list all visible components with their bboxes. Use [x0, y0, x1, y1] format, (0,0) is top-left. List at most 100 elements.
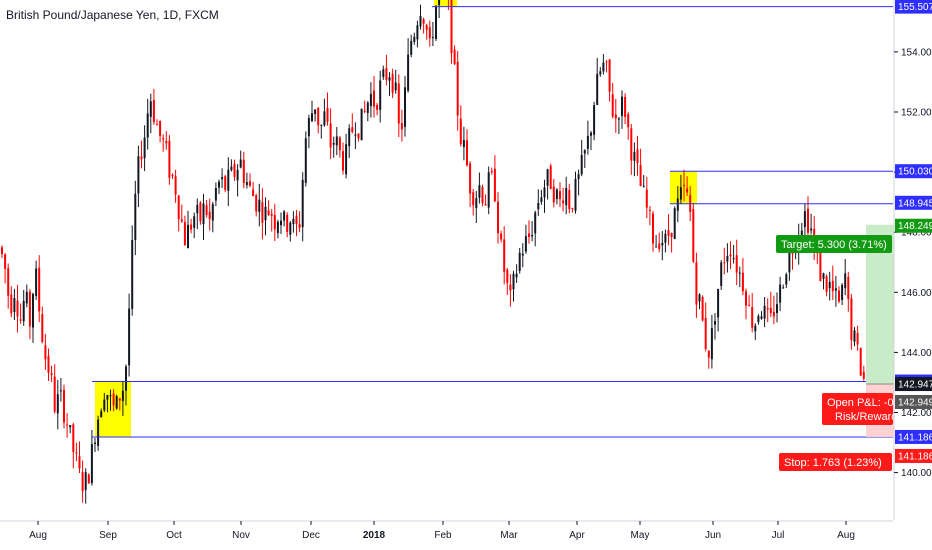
candle-body	[652, 213, 654, 244]
candle-body	[363, 110, 366, 112]
candle-body	[221, 177, 224, 180]
price-tag	[895, 0, 932, 14]
stop-label: Stop: 1.763 (1.23%)	[784, 457, 882, 469]
candle-body	[490, 171, 493, 173]
candle-body	[831, 280, 834, 292]
candle-body	[686, 188, 689, 193]
candle-body	[512, 273, 515, 290]
candle-body	[720, 262, 723, 286]
candle-body	[630, 128, 633, 161]
price-tag-label: 155.507	[898, 2, 932, 13]
price-tag	[895, 448, 932, 463]
candle-body	[388, 77, 391, 81]
candle-body	[540, 197, 543, 202]
candle-body	[562, 200, 565, 204]
candle-body	[407, 54, 410, 91]
candle-body	[369, 93, 372, 107]
candle-body	[714, 321, 716, 325]
candle-body	[552, 186, 555, 203]
candle-body	[838, 290, 840, 302]
candle-body	[617, 118, 620, 120]
candle-body	[698, 294, 701, 302]
candle-body	[503, 239, 506, 272]
candle-body	[131, 240, 134, 309]
price-tick-label: 146.000	[901, 288, 932, 299]
candle-body	[537, 202, 540, 210]
candle-body	[543, 187, 546, 198]
candle-body	[4, 254, 7, 269]
candle-body	[41, 314, 44, 342]
candle-body	[28, 291, 31, 327]
candle-body	[679, 187, 682, 200]
price-tag	[895, 218, 932, 233]
price-tick-label: 148.000	[901, 228, 932, 239]
target-label-box[interactable]	[776, 235, 892, 253]
candle-body	[723, 262, 726, 264]
candle-body	[571, 208, 574, 210]
candle-body	[53, 376, 56, 412]
candle-body	[227, 169, 230, 191]
candle-body	[177, 195, 180, 220]
candle-body	[633, 151, 636, 161]
candle-body	[466, 140, 468, 166]
time-tick-label: Nov	[232, 530, 250, 541]
candle-body	[807, 208, 809, 233]
candle-body	[208, 211, 211, 219]
candle-body	[317, 107, 320, 126]
candle-body	[735, 255, 738, 273]
candle-body	[791, 253, 794, 255]
stop-label-box[interactable]	[779, 453, 892, 471]
candle-body	[583, 150, 586, 154]
candle-body	[72, 424, 75, 453]
candle-body	[590, 132, 592, 136]
candle-body	[239, 159, 242, 168]
candle-body	[580, 154, 583, 175]
price-tick-label: 154.000	[901, 47, 932, 58]
price-tag-label: 148.249	[898, 221, 932, 232]
level-lines	[92, 6, 893, 438]
candle-body	[304, 138, 307, 183]
price-tag	[895, 195, 932, 210]
candle-body	[555, 189, 558, 200]
candle-body	[193, 216, 196, 228]
candle-body	[586, 135, 589, 149]
candle-body	[32, 293, 34, 328]
candle-body	[149, 101, 152, 117]
time-tick-label: May	[631, 530, 650, 541]
candle-body	[577, 174, 580, 180]
candle-body	[270, 214, 273, 216]
price-tick-label: 144.000	[901, 348, 932, 359]
candle-body	[264, 206, 267, 221]
candle-body	[78, 456, 81, 469]
candle-body	[348, 128, 351, 147]
candle-body	[190, 224, 193, 230]
candle-body	[146, 113, 149, 138]
candle-body	[376, 104, 379, 110]
candle-body	[94, 442, 96, 444]
candle-body	[211, 204, 214, 221]
pnl-box[interactable]	[822, 393, 893, 425]
candle-body	[825, 276, 828, 292]
price-tick-label: 140.000	[901, 468, 932, 479]
candle-body	[134, 193, 137, 241]
candle-body	[853, 330, 856, 342]
price-tag	[895, 394, 932, 409]
candle-body	[779, 284, 782, 303]
candle-body	[819, 251, 822, 282]
candle-body	[258, 199, 261, 212]
candle-body	[419, 16, 422, 27]
candle-body	[7, 268, 10, 296]
candle-body	[450, 0, 453, 54]
candle-body	[428, 27, 431, 39]
candle-body	[180, 219, 183, 222]
candles	[1, 0, 865, 504]
candle-body	[143, 137, 146, 159]
candle-body	[75, 452, 78, 454]
candle-body	[199, 202, 202, 222]
candle-body	[484, 204, 487, 206]
candle-body	[757, 315, 760, 323]
candle-body	[196, 204, 199, 214]
candle-body	[472, 192, 475, 206]
candle-body	[859, 348, 862, 376]
